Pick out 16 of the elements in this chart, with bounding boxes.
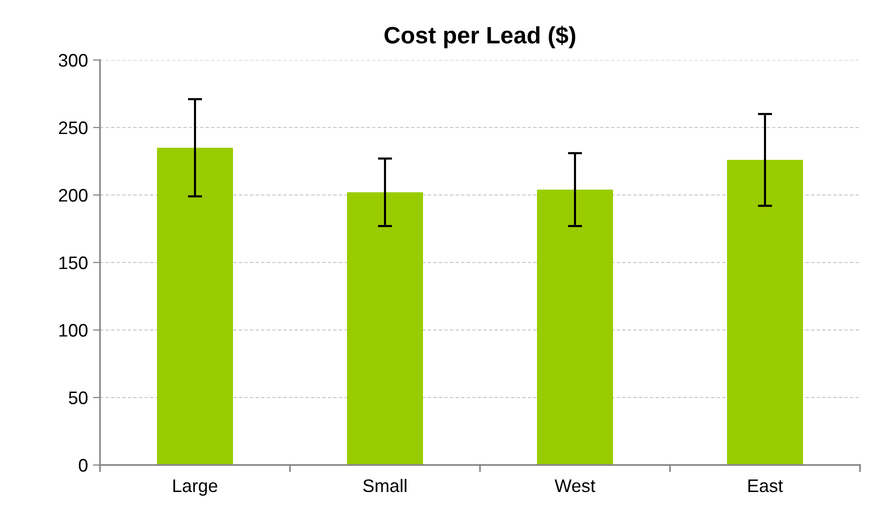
bar	[727, 160, 803, 465]
x-tick-label: West	[554, 480, 596, 492]
y-tick-label: 300	[58, 54, 88, 67]
y-tick-label: 50	[68, 391, 88, 404]
bar	[537, 190, 613, 465]
bar	[347, 192, 423, 465]
x-tick-label: Large	[173, 480, 218, 496]
x-tick-label: East	[748, 480, 783, 492]
y-tick-label: 100	[59, 324, 88, 337]
y-tick-label: 0	[78, 458, 88, 472]
bar	[157, 148, 233, 465]
y-tick-label: 250	[58, 121, 88, 134]
y-tick-label: 150	[59, 256, 88, 270]
y-tick-label: 200	[58, 188, 88, 202]
x-tick-label: Small	[363, 478, 406, 492]
chart-title: Cost per Lead ($)	[384, 26, 576, 48]
